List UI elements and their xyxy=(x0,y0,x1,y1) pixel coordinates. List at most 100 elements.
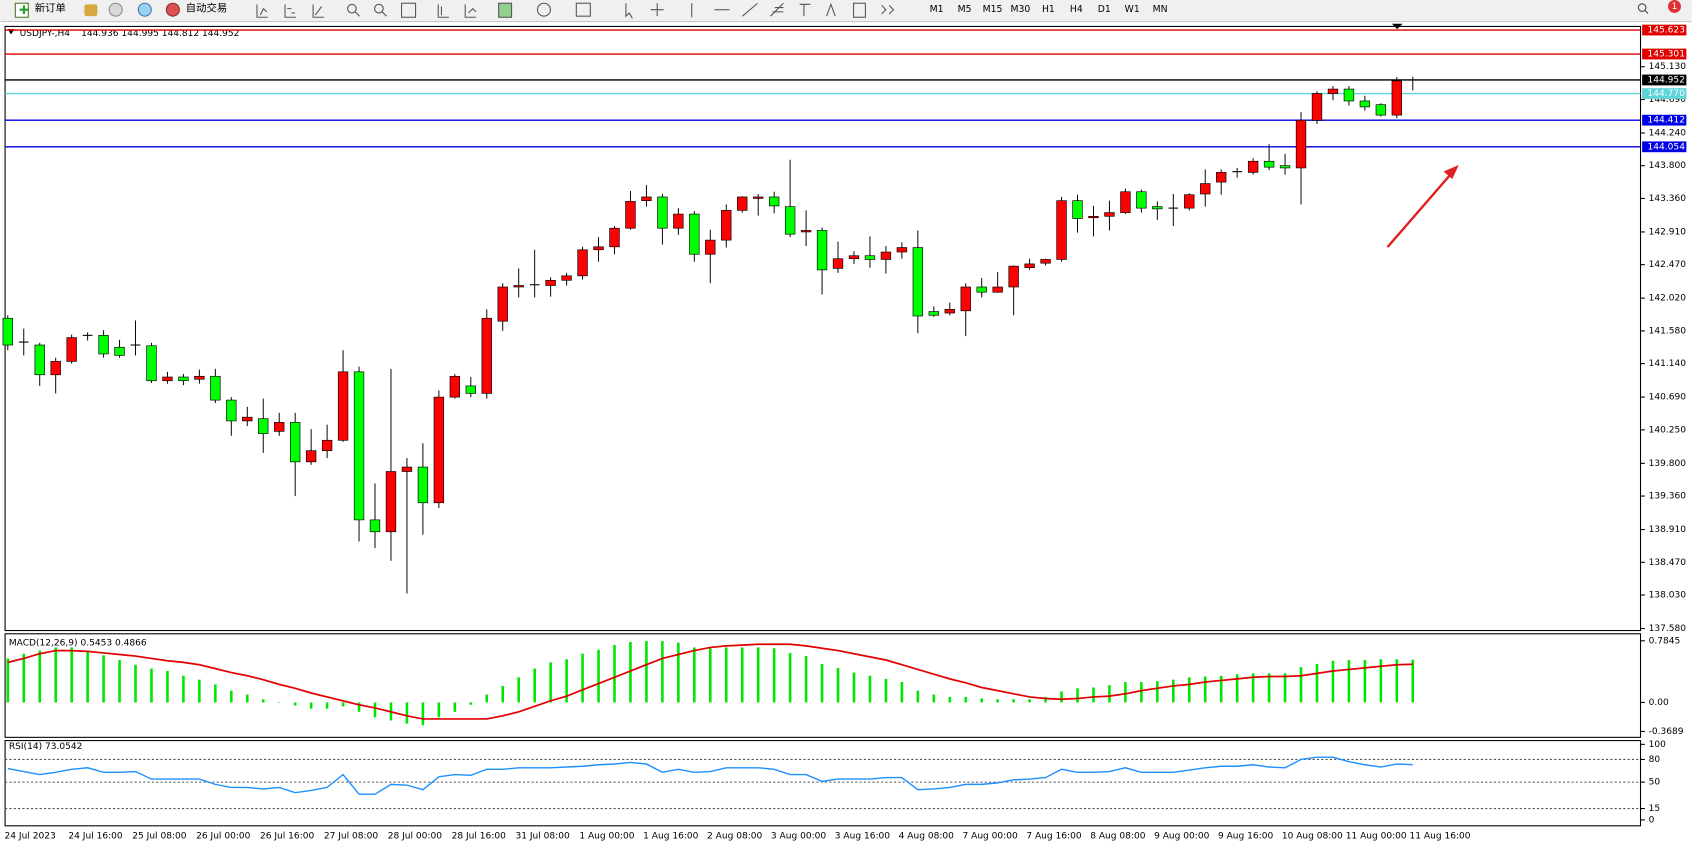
macd-bar xyxy=(1251,673,1255,703)
macd-title: MACD(12,26,9) 0.5453 0.4866 xyxy=(9,638,147,648)
macd-bar xyxy=(1076,688,1079,703)
timeframe-button[interactable]: H4 xyxy=(1070,4,1083,15)
candle-body xyxy=(497,286,508,322)
icon[interactable] xyxy=(84,4,98,17)
x-tick-label: 9 Aug 00:00 xyxy=(1154,832,1209,842)
search-icon[interactable] xyxy=(1637,3,1647,12)
top-right-icons[interactable]: 1 xyxy=(1637,0,1681,14)
macd-bar xyxy=(740,647,744,703)
macd-bar xyxy=(1156,681,1159,703)
candle-body xyxy=(1327,88,1339,94)
level-label: 145.623 xyxy=(1648,26,1686,36)
new-order-button[interactable]: 新订单 xyxy=(14,2,66,18)
x-tick-label: 31 Jul 08:00 xyxy=(515,832,569,842)
candle-body xyxy=(353,371,365,521)
macd-bar xyxy=(884,678,888,703)
macd-bar xyxy=(1379,659,1383,703)
candle-body xyxy=(1120,191,1131,213)
x-tick-label: 24 Jul 16:00 xyxy=(68,832,122,842)
candle-body xyxy=(1311,93,1323,121)
macd-bar xyxy=(86,650,89,703)
macd-bar xyxy=(182,675,185,703)
y-tick-label: 143.800 xyxy=(1649,161,1687,171)
candle-body xyxy=(305,450,317,463)
level-label: 144.412 xyxy=(1648,116,1685,126)
timeframe-button[interactable]: M1 xyxy=(930,4,944,15)
rsi-title: RSI(14) 73.0542 xyxy=(9,742,83,752)
macd-bar xyxy=(469,702,473,705)
candle-body xyxy=(1056,200,1067,260)
y-tick-label: 142.020 xyxy=(1649,294,1687,304)
macd-bar xyxy=(341,702,345,707)
candle-body xyxy=(1040,259,1051,264)
candle-body xyxy=(912,247,924,317)
macd-bar xyxy=(405,702,409,724)
candle-body xyxy=(1184,194,1195,209)
icon[interactable] xyxy=(108,2,123,17)
x-tick-label: 28 Jul 16:00 xyxy=(452,832,506,842)
timeframe-button[interactable]: MN xyxy=(1153,4,1168,15)
candle-body xyxy=(1263,160,1275,168)
macd-bar xyxy=(581,653,584,703)
macd-bar xyxy=(1124,682,1127,703)
macd-bar xyxy=(1283,673,1287,703)
candle-body xyxy=(1359,100,1371,108)
candle-body xyxy=(800,230,812,233)
macd-bar xyxy=(836,667,840,703)
candle-body xyxy=(784,206,796,235)
timeframe-button[interactable]: D1 xyxy=(1098,4,1111,15)
x-tick-label: 26 Jul 00:00 xyxy=(196,832,250,842)
macd-bar xyxy=(6,658,10,703)
x-tick-label: 7 Aug 16:00 xyxy=(1026,832,1081,842)
macd-bar xyxy=(373,702,377,718)
candle-body xyxy=(689,213,700,255)
timeframe-button[interactable]: M5 xyxy=(958,4,972,15)
candle-body xyxy=(1088,215,1099,219)
tool-icons[interactable] xyxy=(256,2,895,19)
candle-body xyxy=(832,258,844,269)
candle-body xyxy=(976,286,987,293)
timeframe-button[interactable]: W1 xyxy=(1125,4,1140,15)
macd-bar xyxy=(980,698,984,703)
macd-bar xyxy=(70,647,73,703)
timeframe-button[interactable]: H1 xyxy=(1042,4,1055,15)
candle-body xyxy=(242,416,253,422)
ohlc-label: 144.936 144.995 144.812 144.952 xyxy=(81,29,239,39)
candle-body xyxy=(816,230,828,271)
candle-body xyxy=(768,196,780,207)
candle-body xyxy=(2,317,13,346)
y-tick-label: 142.470 xyxy=(1649,260,1687,270)
macd-bar xyxy=(166,671,169,703)
macd-bar xyxy=(118,660,121,703)
x-tick-label: 2 Aug 08:00 xyxy=(707,832,762,842)
macd-bar xyxy=(677,642,680,703)
macd-bar xyxy=(1315,663,1319,703)
y-tick-label: 80 xyxy=(1649,755,1661,765)
macd-bar xyxy=(1028,699,1031,703)
y-tick-label: 144.240 xyxy=(1649,128,1687,138)
button-label: 自动交易 xyxy=(186,2,227,15)
macd-bar xyxy=(1172,679,1175,703)
timeframe-button[interactable]: M15 xyxy=(983,4,1003,15)
macd-bar xyxy=(549,662,552,703)
level-tag xyxy=(1642,48,1687,60)
candle-body xyxy=(513,285,524,288)
candle-body xyxy=(433,396,445,504)
macd-bar xyxy=(1299,667,1303,703)
y-tick-label: 140.690 xyxy=(1649,393,1687,403)
macd-bar xyxy=(788,652,792,703)
candle-body xyxy=(417,466,429,504)
level-label: 144.952 xyxy=(1648,75,1685,85)
macd-bar xyxy=(261,699,265,703)
notification-badge[interactable] xyxy=(1668,0,1681,13)
x-tick-label: 11 Aug 16:00 xyxy=(1410,832,1471,842)
macd-bar xyxy=(245,694,249,703)
macd-bar xyxy=(645,641,648,703)
y-tick-label: 50 xyxy=(1649,778,1661,788)
x-tick-label: 7 Aug 00:00 xyxy=(963,832,1018,842)
auto-trading-button[interactable]: 自动交易 xyxy=(165,2,227,17)
icon[interactable] xyxy=(137,2,152,17)
timeframe-button[interactable]: M30 xyxy=(1011,4,1031,15)
